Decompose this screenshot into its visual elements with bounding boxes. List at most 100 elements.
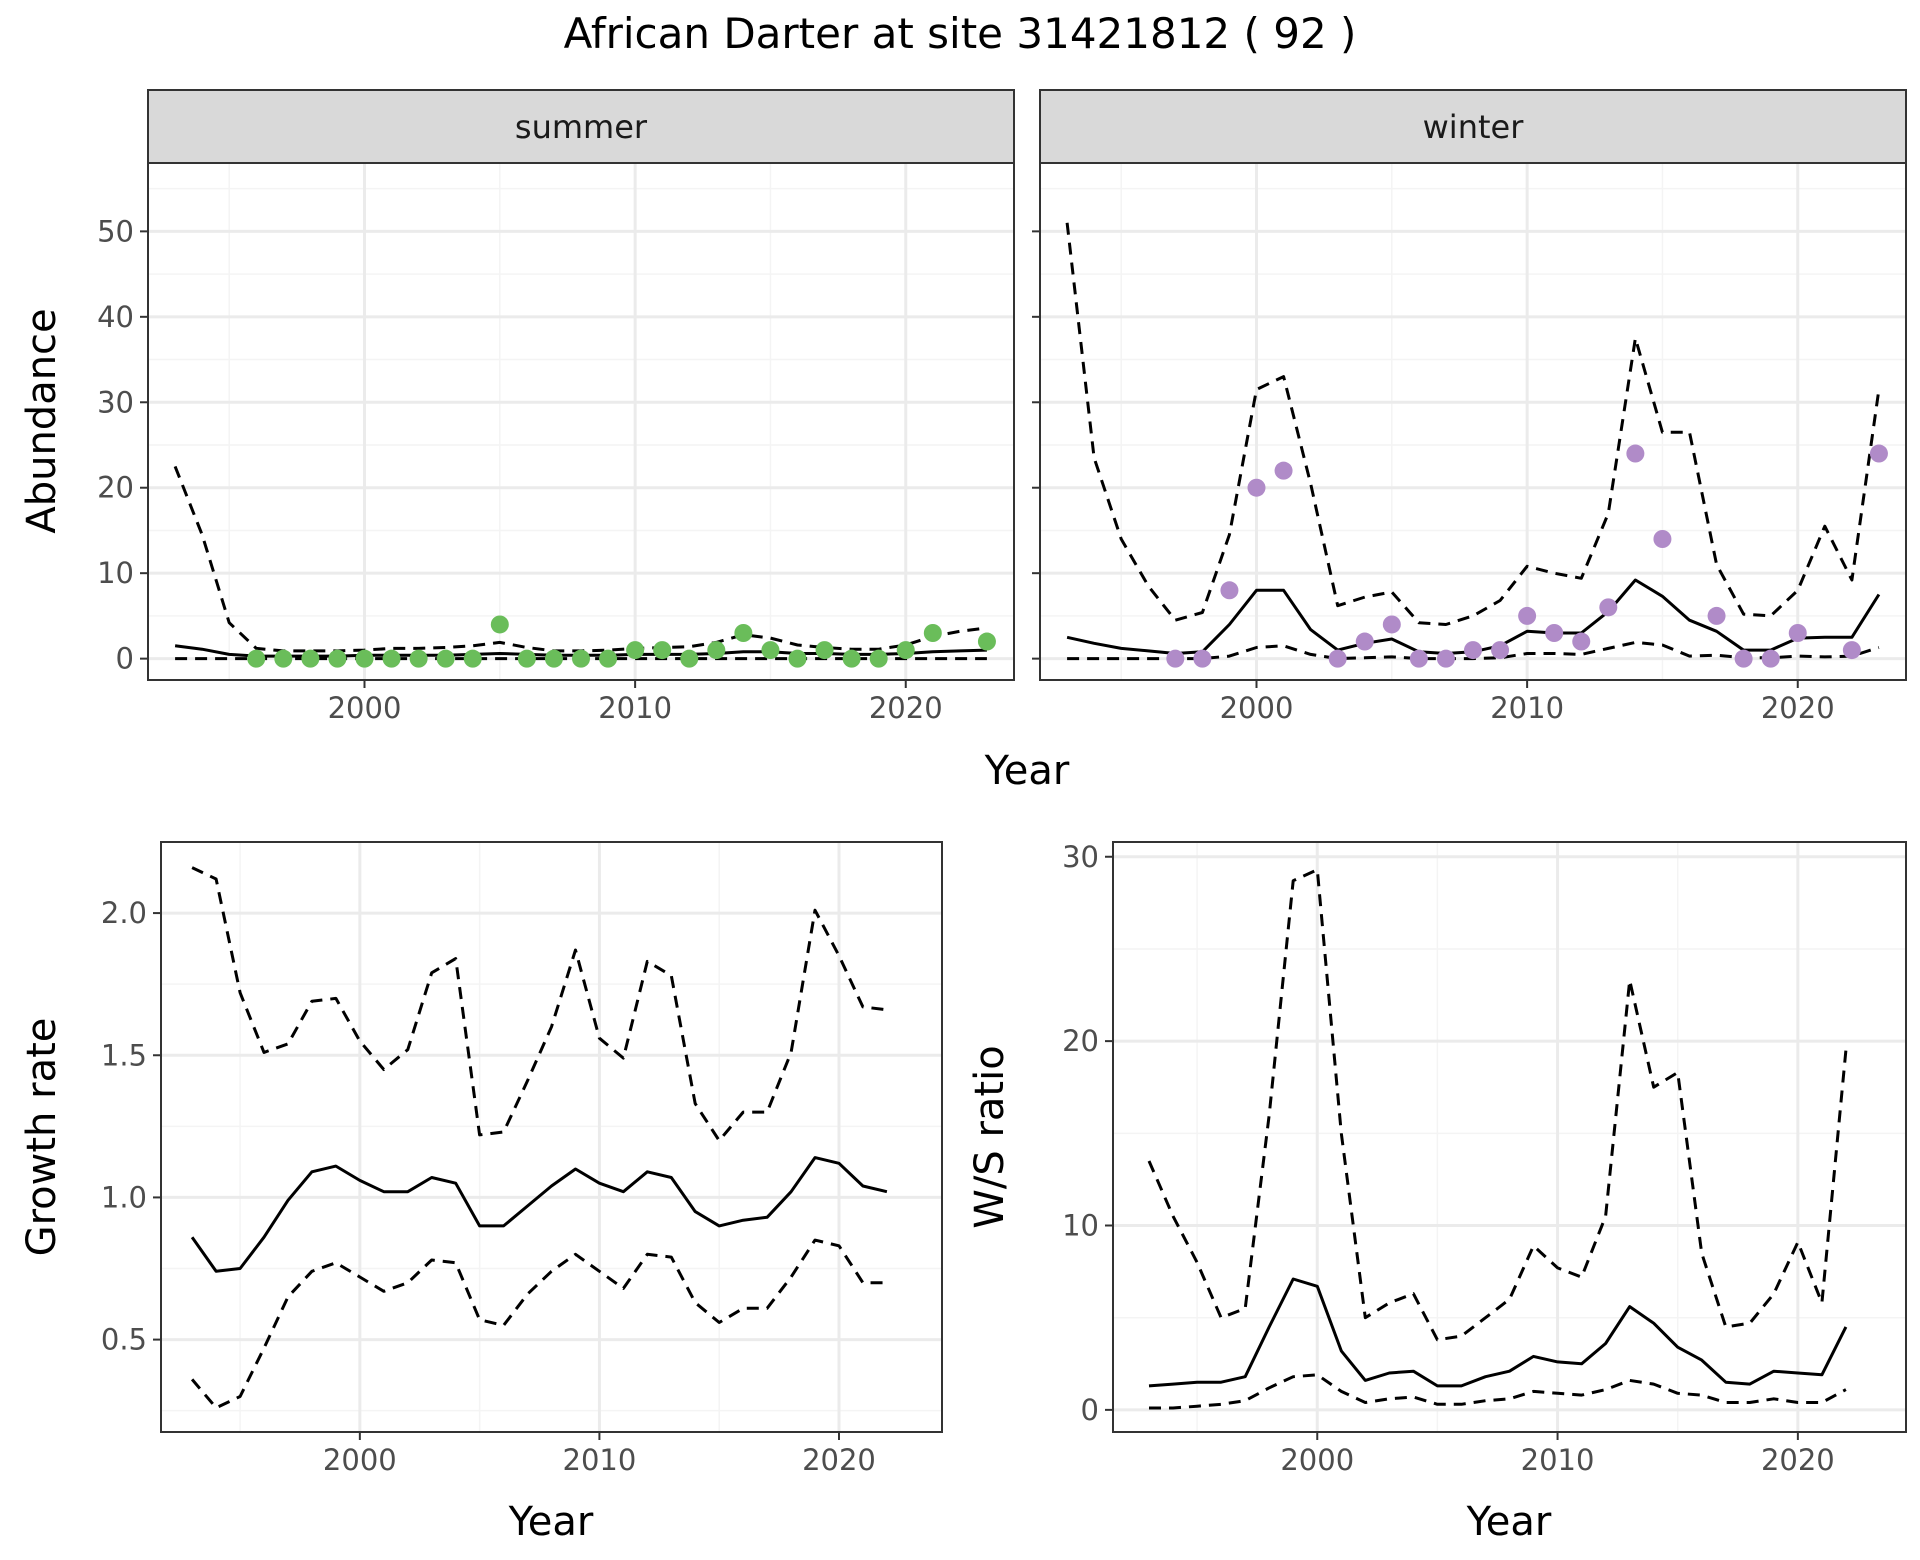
- winter-data-point: [1491, 641, 1510, 660]
- summer-data-point: [815, 641, 834, 660]
- summer-upper-line: [173, 465, 988, 653]
- ws-ratio-chart: 2000 2010 2020 0 10 20 30 Year W/S ratio: [967, 840, 1907, 1545]
- x-tick-label: 2000: [323, 1443, 397, 1477]
- growth-estimate-line: [190, 1156, 888, 1273]
- y-tick-label: 20: [1062, 1024, 1099, 1058]
- summer-data-point: [355, 649, 374, 668]
- y-axis-title: W/S ratio: [967, 1045, 1013, 1228]
- summer-data-point: [923, 624, 942, 642]
- summer-data-point: [653, 641, 672, 660]
- y-tick-label: 1.0: [101, 1180, 147, 1214]
- winter-data-point: [1328, 649, 1347, 668]
- summer-data-point: [734, 624, 753, 642]
- x-tick-label: 2020: [802, 1443, 876, 1477]
- y-tick-label: 0: [116, 642, 134, 676]
- winter-data-point: [1734, 649, 1753, 668]
- abundance-facet-chart: summer 2000 2010 2020 0 10 20 30 40 50 winter 2000 2…: [19, 89, 1907, 794]
- ws-lower-line: [1149, 1373, 1847, 1410]
- facet-strip-label: winter: [1423, 108, 1525, 146]
- y-tick-label: 30: [97, 385, 134, 419]
- panel-border: [1112, 841, 1907, 1433]
- y-tick-label: 10: [1062, 1209, 1099, 1243]
- x-tick-label: 2000: [1280, 1443, 1354, 1477]
- x-axis-title: Year: [508, 1499, 594, 1545]
- ws-upper-line: [1147, 868, 1848, 1342]
- facet-strip: [1039, 89, 1907, 164]
- summer-data-point: [626, 641, 645, 660]
- winter-data-point: [1436, 649, 1455, 668]
- x-axis-title: Year: [984, 748, 1070, 794]
- winter-data-point: [1842, 641, 1861, 660]
- winter-data-point: [1166, 649, 1185, 668]
- x-tick-label: 2020: [1761, 1443, 1835, 1477]
- facet-panel-winter: winter 2000 2010 2020: [1032, 89, 1907, 725]
- x-tick-label: 2000: [328, 691, 402, 725]
- winter-data-point: [1788, 624, 1807, 642]
- growth-upper-line: [191, 866, 888, 1143]
- y-tick-label: 10: [97, 556, 134, 590]
- panel-border: [1039, 162, 1907, 681]
- summer-data-point: [490, 615, 509, 634]
- x-tick-label: 2010: [1490, 691, 1564, 725]
- y-axis-title: Growth rate: [19, 1018, 65, 1257]
- summer-data-point: [274, 649, 293, 668]
- facet-strip: [147, 89, 1015, 164]
- summer-data-point: [842, 649, 861, 668]
- winter-data-point: [1382, 615, 1401, 634]
- y-tick-label: 0: [1081, 1393, 1099, 1427]
- y-tick-label: 2.0: [101, 896, 147, 930]
- summer-data-point: [382, 649, 401, 668]
- winter-data-point: [1572, 632, 1591, 651]
- winter-data-point: [1518, 606, 1537, 625]
- gridlines: [148, 163, 1014, 680]
- y-tick-label: 20: [97, 471, 134, 505]
- panel-border: [147, 162, 1015, 681]
- summer-data-point: [599, 649, 618, 668]
- winter-data-point: [1707, 606, 1726, 625]
- winter-data-point: [1599, 598, 1618, 617]
- x-axis-title: Year: [1466, 1499, 1552, 1545]
- winter-upper-line: [1065, 222, 1881, 626]
- figure-title: African Darter at site 31421812 ( 92 ): [564, 9, 1357, 58]
- summer-data-point: [247, 649, 266, 668]
- summer-data-point: [977, 632, 996, 651]
- y-axis-title: Abundance: [19, 308, 65, 533]
- x-tick-label: 2010: [1521, 1443, 1595, 1477]
- growth-lower-line: [190, 1238, 887, 1410]
- summer-data-point: [517, 649, 536, 668]
- y-tick-label: 40: [97, 300, 134, 334]
- x-tick-label: 2010: [563, 1443, 637, 1477]
- facet-panel-summer: summer 2000 2010 2020 0 10 20 30 40 50: [97, 89, 1015, 725]
- summer-data-point: [896, 641, 915, 660]
- summer-data-point: [463, 649, 482, 668]
- winter-data-point: [1761, 649, 1780, 668]
- y-tick-label: 0.5: [101, 1323, 147, 1357]
- winter-data-point: [1247, 478, 1266, 497]
- summer-data-point: [328, 649, 347, 668]
- gridlines: [1040, 163, 1906, 680]
- summer-data-point: [761, 641, 780, 660]
- summer-data-point: [680, 649, 699, 668]
- summer-data-point: [409, 649, 428, 668]
- gridlines: [1113, 842, 1906, 1432]
- growth-rate-chart: 2000 2010 2020 0.5 1.0 1.5 2.0 Year Growth rate: [19, 841, 943, 1545]
- x-tick-label: 2020: [1761, 691, 1835, 725]
- winter-data-point: [1220, 581, 1239, 600]
- x-tick-label: 2000: [1220, 691, 1294, 725]
- ws-estimate-line: [1148, 1277, 1848, 1388]
- facet-strip-label: summer: [515, 108, 648, 146]
- summer-data-point: [301, 649, 320, 668]
- winter-data-point: [1464, 641, 1482, 660]
- x-tick-label: 2020: [869, 691, 943, 725]
- winter-data-point: [1193, 649, 1212, 668]
- winter-data-point: [1355, 632, 1374, 651]
- winter-data-point: [1545, 624, 1564, 642]
- y-tick-label: 1.5: [101, 1038, 147, 1072]
- panel-border: [160, 841, 943, 1433]
- winter-data-point: [1626, 444, 1645, 463]
- summer-data-point: [707, 641, 726, 660]
- winter-data-point: [1409, 649, 1428, 668]
- winter-data-point: [1653, 530, 1672, 548]
- winter-data-point: [1869, 444, 1888, 463]
